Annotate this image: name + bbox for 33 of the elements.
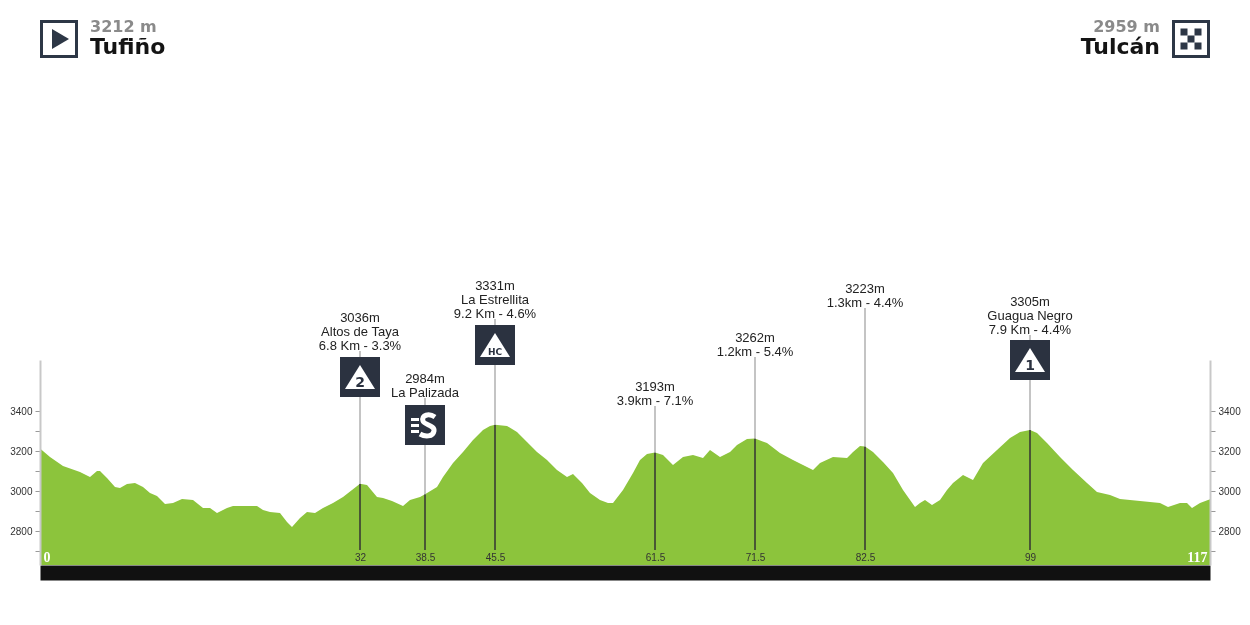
x-tick-label: 0 (43, 550, 51, 565)
y-tick-label: 3400 (10, 405, 33, 417)
text: Tufiño (90, 34, 166, 59)
annotation: 3305m Guagua Negro 7.9 Km - 4.4% (987, 294, 1073, 337)
annotation: 3036m Altos de Taya 6.8 Km - 3.3% (318, 310, 402, 353)
x-tick-label: 32 (354, 552, 367, 563)
x-tick-label: 82.5 (855, 552, 876, 563)
y-tick-label: 3000 (10, 485, 33, 497)
x-tick-label: 117 (1187, 550, 1208, 565)
annotation: 2984m La Palizada (391, 371, 460, 400)
y-tick-label: 2800 (10, 525, 33, 537)
annotation: 3193m 3.9km - 7.1% (616, 379, 694, 408)
annotation: 1 (1025, 357, 1035, 373)
y2-tick-label: 2800 (1218, 525, 1242, 537)
text: 2959 m (1093, 17, 1160, 36)
mountain-icon: 1 (1010, 340, 1050, 380)
y2-tick-label: 3200 (1218, 445, 1242, 457)
mountain-icon: HC (475, 325, 515, 365)
y-tick-label: 3200 (10, 445, 33, 457)
annotation: 2 (355, 374, 365, 390)
text: 3212 m (90, 17, 157, 36)
mountain-icon: 2 (340, 357, 380, 397)
x-tick-label: 38.5 (415, 552, 436, 563)
annotation: 3262m 1.2km - 5.4% (716, 330, 794, 359)
y2-tick-label: 3000 (1218, 485, 1242, 497)
x-tick-label: 45.5 (485, 552, 506, 563)
x-tick-label: 71.5 (745, 552, 766, 563)
annotation: 3223m 1.3km - 4.4% (826, 281, 904, 310)
x-tick-label: 99 (1024, 552, 1037, 563)
annotation: 3331m La Estrellita 9.2 Km - 4.6% (453, 278, 537, 321)
y2-tick-label: 3400 (1218, 405, 1242, 417)
text: Tulcán (1080, 34, 1160, 59)
x-tick-label: 61.5 (645, 552, 666, 563)
